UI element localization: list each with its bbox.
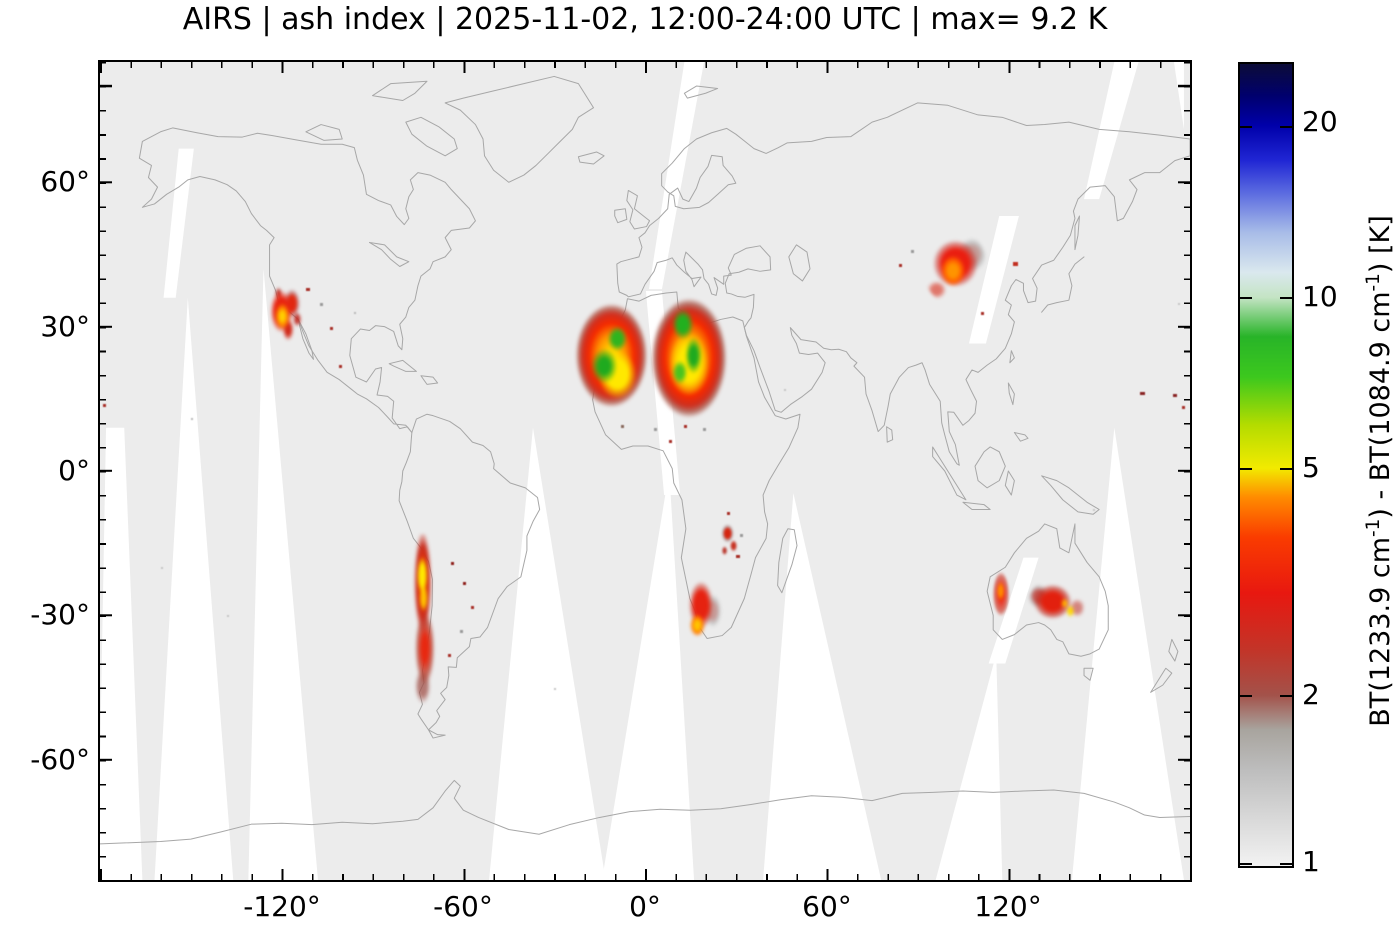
colorbar-tick-label: 20 [1302,105,1338,138]
colorbar-axis-label: BT(1233.9 cm-1) - BT(1084.9 cm-1) [K] [1363,215,1396,727]
y-tick-label: 60° [40,165,90,198]
colorbar [1238,62,1294,868]
colorbar-tick [1280,863,1292,865]
x-tick-label: 120° [974,890,1042,923]
colorbar-tick [1280,468,1292,471]
colorbar-tick [1240,695,1252,698]
colorbar-tick [1240,468,1252,471]
x-tick-label: -60° [433,890,493,923]
y-tick-label: 0° [58,454,90,487]
colorbar-gradient [1240,64,1292,866]
y-tick-label: -30° [30,598,90,631]
colorbar-tick [1240,297,1252,300]
colorbar-tick-label: 2 [1302,678,1320,711]
figure-title: AIRS | ash index | 2025-11-02, 12:00-24:… [182,2,1108,37]
y-tick-label: 30° [40,310,90,343]
colorbar-tick [1280,695,1292,698]
world-map-panel [98,60,1192,882]
map-svg [100,62,1190,880]
colorbar-tick-label: 1 [1302,845,1320,878]
colorbar-tick-label: 10 [1302,280,1338,313]
colorbar-tick [1280,125,1292,128]
swath-gaps [100,62,1184,880]
colorbar-tick [1280,297,1292,300]
colorbar-tick-label: 5 [1302,451,1320,484]
coastlines [100,76,1190,843]
y-tick-label: -60° [30,743,90,776]
colorbar-tick [1240,863,1252,865]
x-tick-label: -120° [243,890,321,923]
x-tick-label: 0° [629,890,661,923]
colorbar-tick [1240,125,1252,128]
x-tick-label: 60° [802,890,852,923]
